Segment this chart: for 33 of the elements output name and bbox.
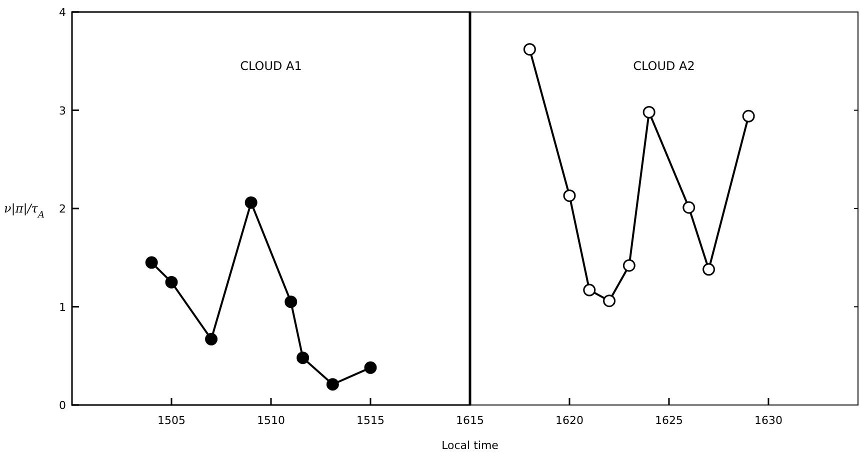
point bbox=[165, 276, 178, 288]
point bbox=[296, 352, 310, 364]
x-tick-label: 1630 bbox=[754, 414, 782, 427]
x-tick-label: 1505 bbox=[158, 414, 186, 427]
y-axis-title: ν|π|/τ$_{A}$ bbox=[4, 202, 45, 220]
point bbox=[205, 332, 218, 346]
point bbox=[326, 378, 339, 391]
y-tick-label: 4 bbox=[59, 6, 66, 19]
y-tick-label: 1 bbox=[59, 300, 66, 314]
y-tick-label: 0 bbox=[59, 399, 66, 412]
y-tick-label: 3 bbox=[59, 104, 66, 118]
point bbox=[145, 256, 158, 269]
point bbox=[642, 106, 656, 118]
x-tick-label: 1515 bbox=[356, 414, 384, 427]
x-axis-title: Local time bbox=[442, 439, 499, 452]
point bbox=[523, 43, 536, 56]
point bbox=[244, 196, 258, 209]
point bbox=[702, 263, 716, 276]
text: CLOUD A1 bbox=[240, 59, 302, 73]
point bbox=[603, 294, 616, 308]
x-tick-label: 1620 bbox=[555, 414, 584, 427]
x-tick-label: 1615 bbox=[456, 414, 484, 427]
x-tick-label: 1625 bbox=[654, 414, 683, 427]
point bbox=[284, 296, 298, 308]
x-tick-label: 1510 bbox=[257, 414, 285, 427]
point bbox=[742, 110, 755, 122]
point bbox=[682, 201, 696, 214]
point bbox=[583, 284, 596, 296]
point bbox=[563, 189, 576, 202]
point bbox=[622, 259, 636, 272]
text: CLOUD A2 bbox=[633, 59, 695, 73]
y-tick-label: 2 bbox=[59, 202, 66, 216]
point bbox=[364, 361, 377, 374]
